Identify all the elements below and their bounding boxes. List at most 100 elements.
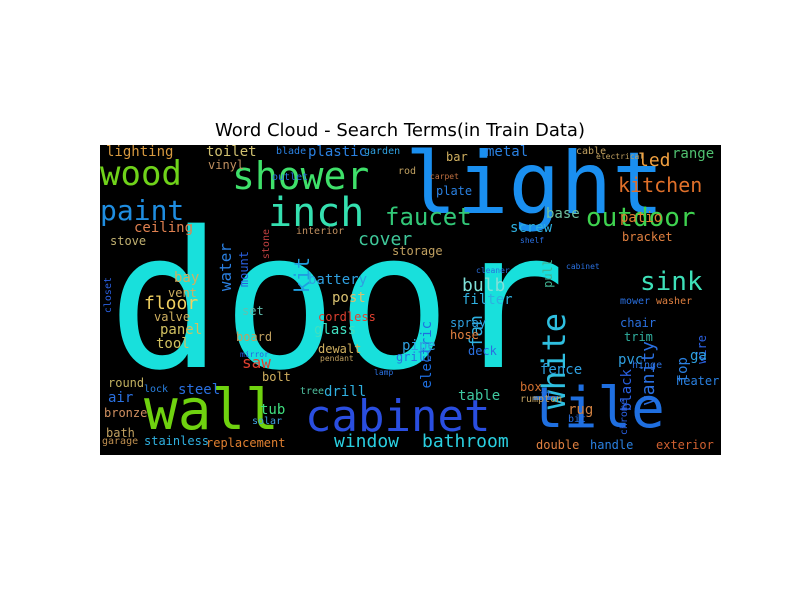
word-tub: tub <box>260 402 286 418</box>
word-replacement: replacement <box>206 436 286 450</box>
word-bulb: bulb <box>462 275 506 296</box>
word-storage: storage <box>392 244 443 258</box>
word-blade: blade <box>276 146 307 157</box>
word-panel: panel <box>160 322 203 338</box>
word-mirror: mirror <box>240 350 269 359</box>
word-tree: tree <box>300 386 325 397</box>
word-pull: pull <box>541 259 555 288</box>
word-bolt: bolt <box>262 370 291 384</box>
word-glass: glass <box>314 322 357 338</box>
word-cabinet: cabinet <box>305 391 491 442</box>
word-lamp: lamp <box>374 368 394 377</box>
word-cable: cable <box>576 146 607 157</box>
word-rumpton: rumpton <box>520 394 563 405</box>
word-base: base <box>546 206 580 222</box>
word-cover: cover <box>358 229 413 250</box>
word-plastic: plastic <box>308 145 368 160</box>
word-stove: stove <box>110 234 147 248</box>
word-door: door <box>108 191 566 412</box>
word-stone: stone <box>261 229 272 260</box>
word-outlet: outlet <box>272 172 309 183</box>
word-inch: inch <box>268 190 365 236</box>
word-chair: chair <box>620 316 657 330</box>
word-range: range <box>672 146 715 162</box>
word-drill: drill <box>324 384 367 400</box>
word-led: led <box>638 150 671 171</box>
word-wood: wood <box>100 154 182 194</box>
word-cordless: cordless <box>318 310 376 324</box>
word-faucet: faucet <box>385 203 472 231</box>
word-stainless: stainless <box>144 434 210 448</box>
word-pendant: pendant <box>320 354 354 363</box>
word-solar: solar <box>252 416 283 427</box>
chart-title: Word Cloud - Search Terms(in Train Data) <box>215 120 585 141</box>
word-deck: deck <box>468 344 497 358</box>
word-toilet: toilet <box>206 145 257 160</box>
word-steel: steel <box>178 382 221 398</box>
word-floor: floor <box>144 293 199 314</box>
word-valve: valve <box>154 310 191 324</box>
word-plate: plate <box>436 184 473 198</box>
word-ft: ft <box>540 390 553 401</box>
word-handle: handle <box>590 438 634 452</box>
word-outdoor: outdoor <box>586 203 696 233</box>
word-cabinet-small: cabinet <box>566 262 600 271</box>
word-screw: screw <box>510 220 553 236</box>
word-metal: metal <box>486 145 529 160</box>
word-sink: sink <box>640 267 703 297</box>
word-closet: closet <box>103 277 114 314</box>
word-mower: mower <box>620 296 651 307</box>
word-air: air <box>108 390 134 406</box>
word-bar: bar <box>446 150 468 164</box>
word-interior: interior <box>296 226 345 237</box>
word-water: water <box>216 243 235 292</box>
word-box: box <box>520 380 542 394</box>
word-mount: mount <box>237 251 251 288</box>
word-ga: ga <box>690 348 707 364</box>
word-ceiling: ceiling <box>134 220 194 236</box>
word-paint: paint <box>100 194 185 227</box>
word-washer: washer <box>656 296 693 307</box>
word-carpet: carpet <box>430 172 459 181</box>
word-battery: battery <box>308 272 368 288</box>
word-tile: tile <box>530 376 665 441</box>
word-bath: bath <box>106 426 135 440</box>
word-shower: shower <box>232 154 370 198</box>
word-dewalt: dewalt <box>318 342 362 356</box>
word-window: window <box>334 431 400 452</box>
word-bathroom: bathroom <box>422 431 509 452</box>
word-pipe: pipe <box>402 338 436 354</box>
word-cleaner: cleaner <box>476 266 510 275</box>
word-cloud-canvas: door light wall tile cabinet shower inch… <box>100 145 721 455</box>
word-light: light <box>405 145 664 234</box>
word-bronze: bronze <box>104 406 148 420</box>
word-garage: garage <box>102 436 139 447</box>
word-pvc: pvc <box>618 352 644 368</box>
word-hinge: hinge <box>632 360 663 371</box>
word-patio: patio <box>620 210 663 226</box>
word-lock: lock <box>144 384 169 395</box>
word-heater: heater <box>676 374 720 388</box>
word-table: table <box>458 388 501 404</box>
word-kitchen: kitchen <box>618 173 703 197</box>
word-board: board <box>236 330 273 344</box>
word-lighting: lighting <box>106 145 174 160</box>
word-bay: bay <box>174 270 200 286</box>
word-wall: wall <box>144 378 279 443</box>
word-exterior: exterior <box>656 438 714 452</box>
word-bit: bit <box>568 414 587 425</box>
word-trim: trim <box>624 330 653 344</box>
word-chrome: chrome <box>619 399 630 436</box>
word-electrical: electrical <box>596 152 645 161</box>
word-vinyl: vinyl <box>208 158 245 172</box>
word-vent: vent <box>168 286 197 300</box>
word-hose: hose <box>450 328 479 342</box>
word-filter: filter <box>462 292 513 308</box>
word-spray: spray <box>450 316 487 330</box>
word-shelf: shelf <box>520 236 545 245</box>
word-tool: tool <box>156 336 190 352</box>
word-garden: garden <box>364 146 401 157</box>
word-bracket: bracket <box>622 230 673 244</box>
word-double: double <box>536 438 580 452</box>
word-vanity: vanity <box>638 341 659 407</box>
